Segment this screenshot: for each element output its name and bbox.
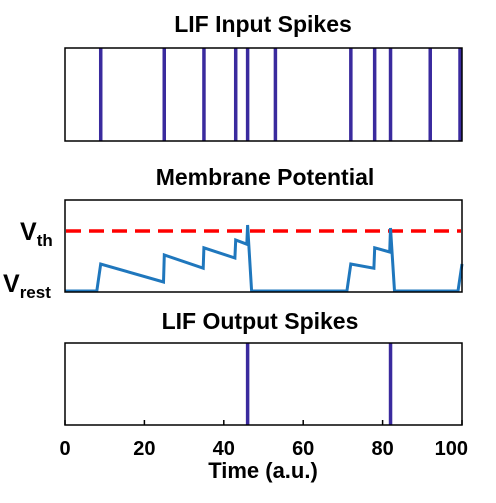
output-spikes-title: LIF Output Spikes <box>162 308 359 334</box>
membrane-potential-line <box>65 224 464 293</box>
x-tick-label-40: 40 <box>213 438 235 460</box>
x-tick-label-0: 0 <box>59 438 70 460</box>
x-axis-label: Time (a.u.) <box>208 458 318 483</box>
input-spikes-group <box>98 48 462 141</box>
v-threshold-label: Vth <box>20 218 53 250</box>
v-rest-label: Vrest <box>3 270 51 302</box>
membrane-potential-title: Membrane Potential <box>156 164 375 190</box>
x-tick-label-20: 20 <box>133 438 155 460</box>
output-spikes-axes <box>64 342 463 426</box>
input-spikes-axes <box>64 47 463 142</box>
input-spikes-title: LIF Input Spikes <box>174 11 352 37</box>
x-tick-label-80: 80 <box>371 438 393 460</box>
x-tick-label-100: 100 <box>435 438 468 460</box>
x-axis-ticks: 0 20 40 60 80 100 <box>59 420 468 460</box>
membrane-potential-axes <box>64 199 463 293</box>
output-spikes-group <box>245 343 393 425</box>
x-tick-label-60: 60 <box>292 438 314 460</box>
